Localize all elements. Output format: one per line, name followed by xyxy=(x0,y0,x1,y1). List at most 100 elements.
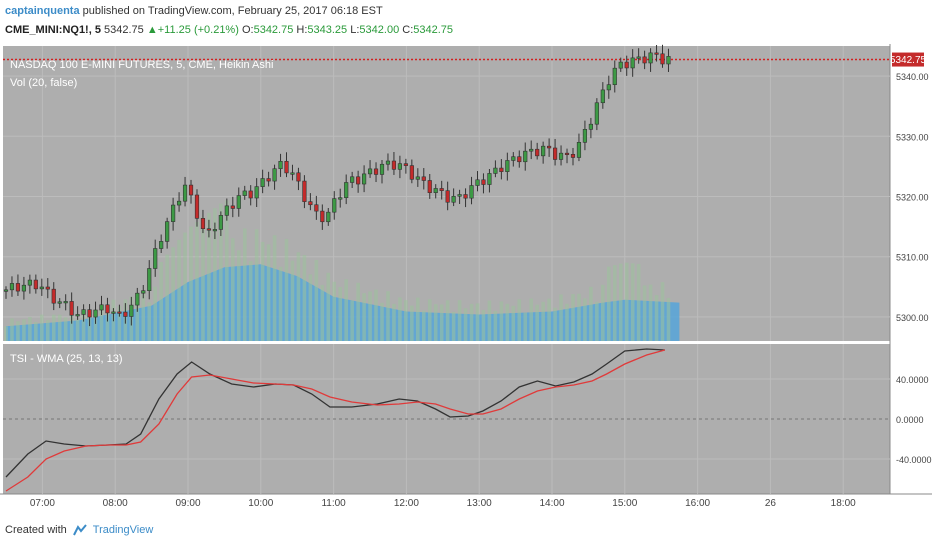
volume-bar xyxy=(433,304,438,341)
volume-bar xyxy=(117,306,122,341)
time-tick-label: 12:00 xyxy=(394,498,419,509)
candle-body xyxy=(511,156,516,161)
candle-body xyxy=(141,290,146,294)
volume-bar xyxy=(416,297,420,341)
volume-bar xyxy=(10,318,14,341)
current-price-label: 5342.75 xyxy=(890,55,927,66)
candle-body xyxy=(630,57,635,69)
candle-body xyxy=(290,172,295,175)
volume-bar xyxy=(648,284,653,341)
volume-bar xyxy=(254,229,259,341)
candle-body xyxy=(266,178,271,182)
candle-body xyxy=(63,301,68,304)
candle-body xyxy=(451,195,456,203)
candle-body xyxy=(188,184,194,196)
volume-bar xyxy=(213,208,217,341)
symbol-info-bar: CME_MINI:NQ1!, 5 5342.75 ▲+11.25 (+0.21%… xyxy=(5,24,453,36)
volume-bar xyxy=(547,298,551,341)
volume-bar xyxy=(284,238,289,341)
volume-bar xyxy=(87,311,92,341)
candle-body xyxy=(362,173,367,185)
volume-bar xyxy=(607,266,611,341)
volume-bar xyxy=(314,259,319,341)
chart-area[interactable]: 07:00 08:00 09:00 10:00 11:00 12:00 13:00 14:00… xyxy=(0,44,932,516)
candle-body xyxy=(159,241,164,249)
candle-body xyxy=(165,221,170,242)
volume-bar xyxy=(445,300,450,341)
volume-bar xyxy=(99,304,104,341)
candle-body xyxy=(499,167,504,172)
candle-body xyxy=(39,286,44,290)
candle-body xyxy=(45,286,50,290)
volume-bar xyxy=(69,311,74,341)
up-arrow-icon: ▲ xyxy=(146,24,158,36)
volume-bar xyxy=(398,297,402,341)
candle-body xyxy=(111,311,116,314)
volume-bar xyxy=(16,321,20,341)
high-label: H: xyxy=(296,24,308,36)
candle-body xyxy=(612,67,617,85)
candle-body xyxy=(618,61,623,69)
candle-body xyxy=(350,176,355,183)
tradingview-link[interactable]: TradingView xyxy=(92,524,154,536)
volume-bar xyxy=(469,303,474,341)
candle-body xyxy=(182,184,188,202)
volume-bar xyxy=(153,286,157,341)
candle-body xyxy=(606,84,611,91)
candle-body xyxy=(344,182,349,198)
volume-bar xyxy=(374,289,378,341)
volume-bar xyxy=(159,261,163,341)
volume-bar xyxy=(171,247,175,341)
candle-body xyxy=(129,304,134,317)
volume-bar xyxy=(195,221,199,341)
candle-body xyxy=(236,195,241,209)
volume-bar xyxy=(529,298,533,341)
author-link[interactable]: captainquenta xyxy=(5,5,80,17)
current-price-tag: 5342.75 xyxy=(890,52,927,67)
volume-bar xyxy=(338,286,343,341)
candle-body xyxy=(3,289,9,292)
volume-bar xyxy=(427,299,432,341)
volume-bar xyxy=(183,232,187,341)
candle-body xyxy=(391,160,397,170)
close-label: C: xyxy=(402,24,414,36)
candle-body xyxy=(117,311,122,314)
volume-bar xyxy=(165,254,169,341)
volume-bar xyxy=(583,298,587,341)
time-tick-label: 10:00 xyxy=(248,498,273,509)
tsi-lines xyxy=(5,348,666,492)
time-tick-label: 09:00 xyxy=(175,498,200,509)
time-tick-label: 08:00 xyxy=(103,498,128,509)
volume-bar xyxy=(666,297,671,341)
candle-body xyxy=(278,160,283,170)
published-text: published on TradingView.com, February 2… xyxy=(82,5,383,17)
volume-bar xyxy=(75,319,80,341)
volume-bar xyxy=(642,285,647,341)
volume-bar xyxy=(493,310,498,341)
volume-bar xyxy=(260,241,265,341)
price-tick-label: 5300.00 xyxy=(896,313,929,323)
volume-bar xyxy=(654,295,659,341)
symbol-name[interactable]: CME_MINI:NQ1!, 5 xyxy=(5,24,101,36)
volume-bar xyxy=(225,200,229,341)
volume-bar xyxy=(523,312,528,341)
volume-bar xyxy=(135,303,140,341)
volume-bar xyxy=(189,226,193,341)
volume-bar xyxy=(463,308,468,341)
last-price: 5342.75 xyxy=(104,24,144,36)
price-tick-label: 5340.00 xyxy=(896,72,929,82)
candle-body xyxy=(463,194,468,199)
open-value: 5342.75 xyxy=(253,24,294,36)
candle-body xyxy=(93,309,98,318)
time-tick-label: 15:00 xyxy=(612,498,637,509)
price-tick-label: 5330.00 xyxy=(896,132,929,142)
candle-body xyxy=(517,156,522,163)
time-tick-label: 07:00 xyxy=(30,498,55,509)
candle-body xyxy=(248,190,253,199)
candle-body xyxy=(99,304,104,311)
candle-body xyxy=(206,228,212,231)
volume-bar xyxy=(278,266,283,341)
candle-body xyxy=(356,176,361,185)
time-tick-label: 16:00 xyxy=(685,498,710,509)
candle-body xyxy=(457,194,462,197)
